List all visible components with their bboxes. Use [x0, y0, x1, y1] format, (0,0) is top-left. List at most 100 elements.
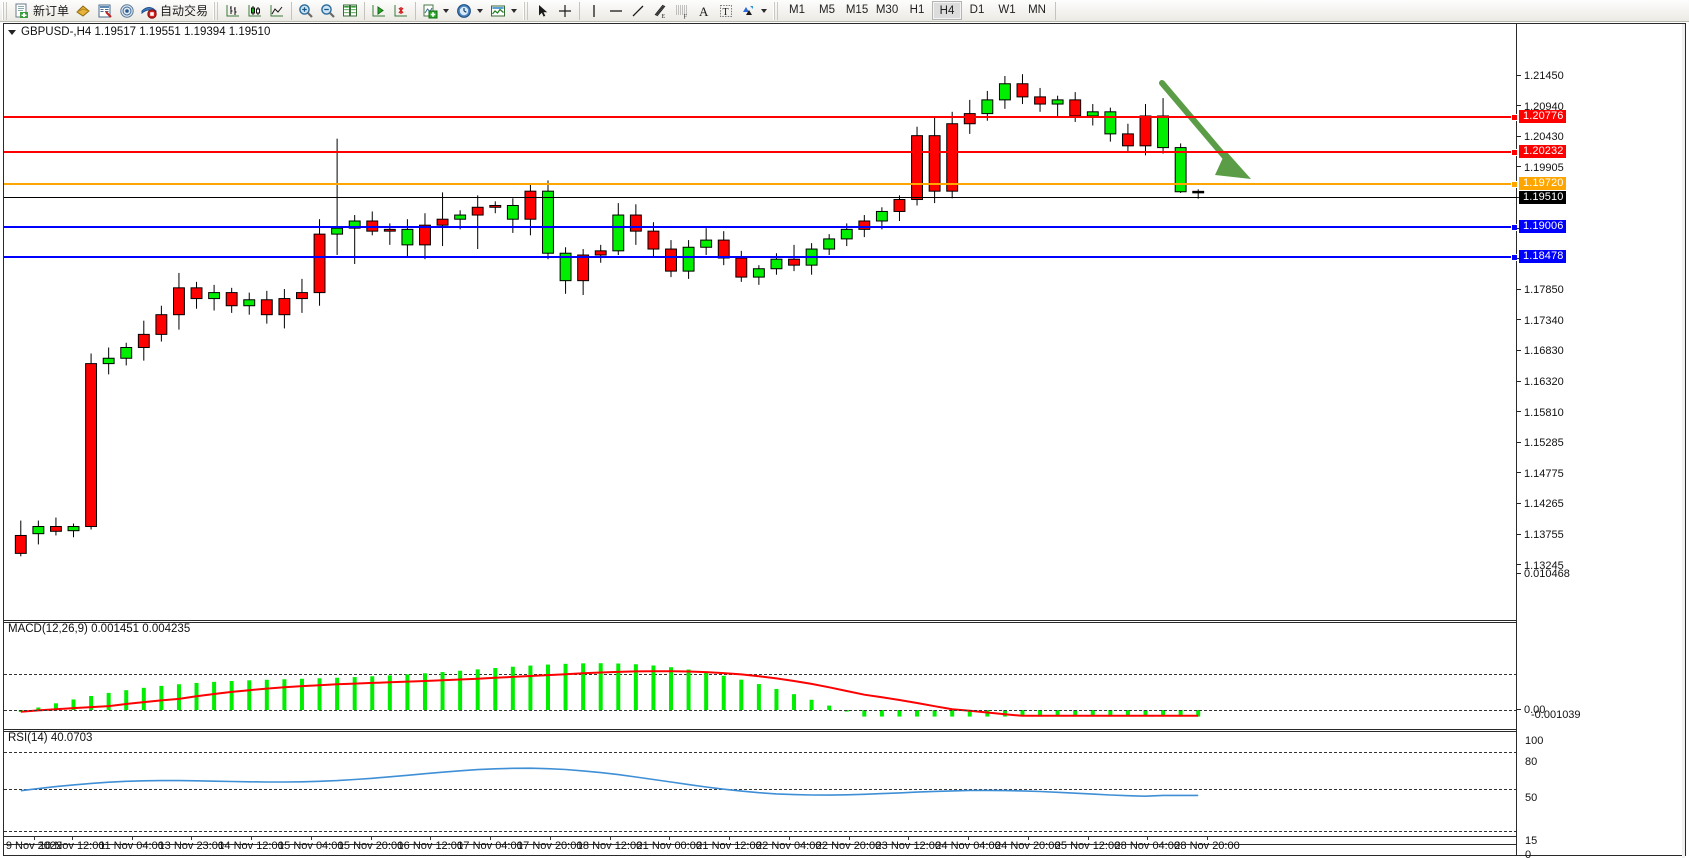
text-label-button[interactable]: T: [715, 1, 737, 21]
line-handle[interactable]: [1511, 114, 1517, 121]
chart-shift-button[interactable]: [368, 1, 390, 21]
toolbar-grip-2[interactable]: [213, 1, 221, 20]
candle-body: [1174, 147, 1187, 193]
macd-histogram-bar: [651, 665, 656, 710]
fibonacci-button[interactable]: F: [671, 1, 693, 21]
down-trend-arrow[interactable]: [1159, 80, 1251, 179]
chevron-down-icon[interactable]: [475, 3, 484, 19]
new-order-button[interactable]: 新订单: [11, 1, 72, 21]
timeframe-m5[interactable]: M5: [819, 4, 836, 16]
data-window-button[interactable]: [94, 1, 116, 21]
templates-button[interactable]: [487, 1, 521, 21]
time-axis-tick: [430, 837, 432, 840]
vertical-line-button[interactable]: [583, 1, 605, 21]
add-indicator-button[interactable]: [419, 1, 453, 21]
price-scale[interactable]: 1.214501.209401.204301.199051.193951.188…: [1516, 24, 1685, 858]
timeframe-w1[interactable]: W1: [998, 4, 1016, 16]
horizontal-line-button[interactable]: [605, 1, 627, 21]
chevron-down-icon[interactable]: [509, 3, 518, 19]
new-order-icon: [15, 3, 28, 18]
line-handle[interactable]: [1511, 149, 1517, 156]
toolbar-separator-2: [364, 1, 366, 20]
macd-histogram-bar: [370, 676, 375, 710]
timeframe-m15[interactable]: M15: [845, 4, 869, 16]
timeframe-m1[interactable]: M1: [789, 4, 806, 16]
period-selector-button[interactable]: [453, 1, 487, 21]
chart-autoscroll-icon: [394, 4, 408, 16]
timeframe-h1[interactable]: H1: [909, 4, 925, 16]
time-axis-label: 11 Nov 04:00: [99, 840, 164, 852]
macd-histogram-bar: [264, 679, 269, 710]
auto-trading-button[interactable]: 自动交易: [138, 1, 211, 21]
time-axis-label: 21 Nov 00:00: [636, 840, 702, 852]
equidistant-channel-button[interactable]: E: [649, 1, 671, 21]
chevron-down-icon[interactable]: [8, 29, 16, 35]
candle-body: [278, 298, 291, 316]
arrows-button[interactable]: [737, 1, 771, 21]
price-plot-area[interactable]: MACD(12,26,9) 0.001451 0.004235 RSI(14) …: [4, 24, 1517, 855]
cursor-tool-button[interactable]: [532, 1, 554, 21]
toolbar-grip[interactable]: [2, 1, 9, 20]
time-axis-label: 15 Nov 20:00: [337, 840, 404, 852]
candle-body: [629, 214, 642, 232]
candle-body: [14, 534, 27, 554]
candle-body: [67, 526, 80, 532]
chevron-down-icon[interactable]: [441, 3, 450, 19]
clock-icon: [457, 3, 471, 18]
metaeditor-button[interactable]: [72, 1, 94, 21]
resistance-line-2[interactable]: [4, 149, 1517, 156]
resistance-line-1[interactable]: [4, 114, 1517, 121]
line-chart-button[interactable]: [266, 1, 288, 21]
price-tag-resistance-1[interactable]: 1.20776: [1519, 110, 1567, 123]
macd-label: MACD(12,26,9) 0.001451 0.004235: [8, 623, 191, 635]
support-line-2[interactable]: [4, 254, 1517, 261]
toolbar-separator-4: [579, 1, 581, 20]
timeframe-d1[interactable]: D1: [969, 4, 985, 16]
price-tag-support-2[interactable]: 1.18478: [1519, 250, 1567, 263]
toolbar-grip-3[interactable]: [523, 1, 531, 20]
crosshair-tool-button[interactable]: [554, 1, 576, 21]
price-tag-pivot[interactable]: 1.19720: [1519, 177, 1567, 190]
zoom-out-button[interactable]: [317, 1, 339, 21]
chevron-down-icon[interactable]: [759, 3, 768, 19]
rsi-tick-50-label: 50: [1525, 792, 1538, 804]
candle-body: [1121, 133, 1134, 147]
trendline-button[interactable]: [627, 1, 649, 21]
line-handle[interactable]: [1511, 224, 1517, 231]
rsi-panel-top-border: [4, 731, 1517, 732]
timeframe-mn[interactable]: MN: [1028, 4, 1046, 16]
price-tag-support-1[interactable]: 1.19006: [1519, 220, 1567, 233]
toolbar-grip-4[interactable]: [773, 1, 781, 20]
chart-autoscroll-button[interactable]: [390, 1, 412, 21]
line-handle[interactable]: [1511, 181, 1517, 188]
chart-frame: GBPUSD-,H4 1.19517 1.19551 1.19394 1.195…: [3, 23, 1686, 858]
support-line-1[interactable]: [4, 224, 1517, 231]
line-handle[interactable]: [1511, 254, 1517, 261]
macd-histogram-bar: [581, 663, 586, 710]
tile-windows-button[interactable]: [339, 1, 361, 21]
time-axis-label: 25 Nov 12:00: [1054, 840, 1121, 852]
macd-tick-max-label: 0.010468: [1524, 568, 1570, 580]
pivot-line[interactable]: [4, 181, 1517, 188]
vertical-scrollbar[interactable]: [1682, 24, 1685, 858]
price-tick: 1.13755: [1517, 530, 1564, 541]
templates-icon: [491, 5, 506, 16]
candle-body: [981, 99, 994, 115]
macd-upper-dash: [4, 674, 1517, 675]
text-button[interactable]: A: [693, 1, 715, 21]
macd-histogram-bar: [1090, 710, 1095, 717]
candle-body: [524, 190, 537, 220]
timeframe-m30[interactable]: M30: [875, 4, 899, 16]
candlestick-chart-icon: [248, 4, 262, 16]
price-tag-resistance-2[interactable]: 1.20232: [1519, 145, 1567, 158]
macd-histogram-bar: [299, 678, 304, 710]
bar-chart-button[interactable]: [222, 1, 244, 21]
rsi-tick-80-label: 80: [1525, 756, 1538, 768]
macd-histogram-bar: [352, 677, 357, 710]
macd-histogram-bar: [721, 675, 726, 710]
timeframe-h4[interactable]: H4: [932, 1, 963, 20]
candlestick-chart-button[interactable]: [244, 1, 266, 21]
zoom-in-button[interactable]: [295, 1, 317, 21]
macd-layer: [18, 663, 1201, 717]
navigator-button[interactable]: [116, 1, 138, 21]
